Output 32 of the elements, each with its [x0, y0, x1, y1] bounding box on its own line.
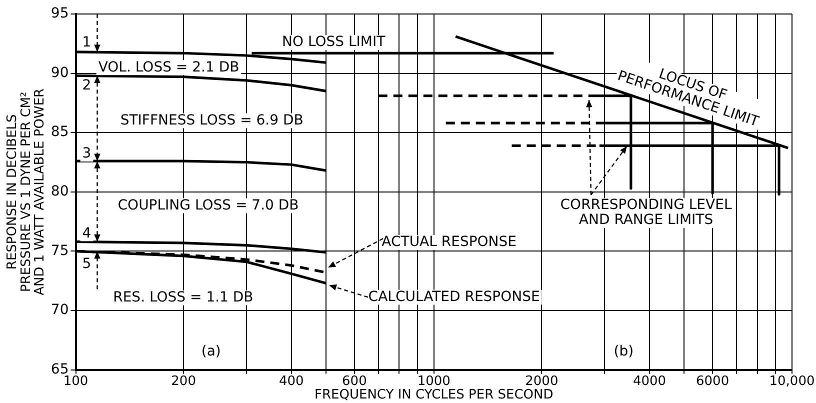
annotation: COUPLING LOSS = 7.0 DB — [118, 197, 299, 214]
x-tick-label: 10,000 — [769, 374, 815, 389]
y-tick-label: 85 — [50, 124, 69, 140]
annotation: VOL. LOSS = 2.1 DB — [98, 59, 240, 76]
y-tick-label: 80 — [50, 184, 69, 200]
y-tick-label: 75 — [50, 242, 69, 259]
x-tick-label: 100 — [63, 374, 88, 389]
y-tick-label: 95 — [50, 6, 69, 22]
annotation: ACTUAL RESPONSE — [382, 234, 517, 250]
x-tick-label: 1000 — [417, 374, 450, 389]
y-axis-title: RESPONSE IN DECIBELS PRESSURE VS 1 DYNE PER CM² AND 1 WATT AVAILABLE POWER — [5, 88, 48, 296]
y-tick-label: 90 — [50, 64, 69, 81]
annotation: CORRESPONDING LEVEL AND RANGE LIMITS — [560, 196, 732, 228]
x-axis-title: FREQUENCY IN CYCLES PER SECOND — [314, 388, 554, 403]
y-tick-label: 70 — [50, 302, 69, 318]
annotation: NO LOSS LIMIT — [282, 34, 386, 50]
annotation: (b) — [614, 344, 634, 360]
annotation: (a) — [201, 344, 221, 360]
annotation: 1 — [82, 34, 92, 51]
annotation: 3 — [82, 146, 92, 162]
annotation: STIFFNESS LOSS = 6.9 DB — [120, 112, 304, 128]
x-tick-label: 400 — [278, 374, 304, 389]
annotation: RES. LOSS = 1.1 DB — [113, 290, 254, 306]
x-tick-label: 2000 — [525, 374, 558, 389]
x-tick-label: 4000 — [632, 374, 666, 389]
annotation: 5 — [82, 256, 92, 272]
x-tick-label: 200 — [171, 374, 196, 389]
annotation: CALCULATED RESPONSE — [368, 288, 540, 305]
annotation: 4 — [82, 225, 92, 242]
x-tick-label: 600 — [342, 374, 367, 389]
annotation: 2 — [82, 77, 92, 94]
x-tick-label: 6000 — [696, 374, 730, 389]
